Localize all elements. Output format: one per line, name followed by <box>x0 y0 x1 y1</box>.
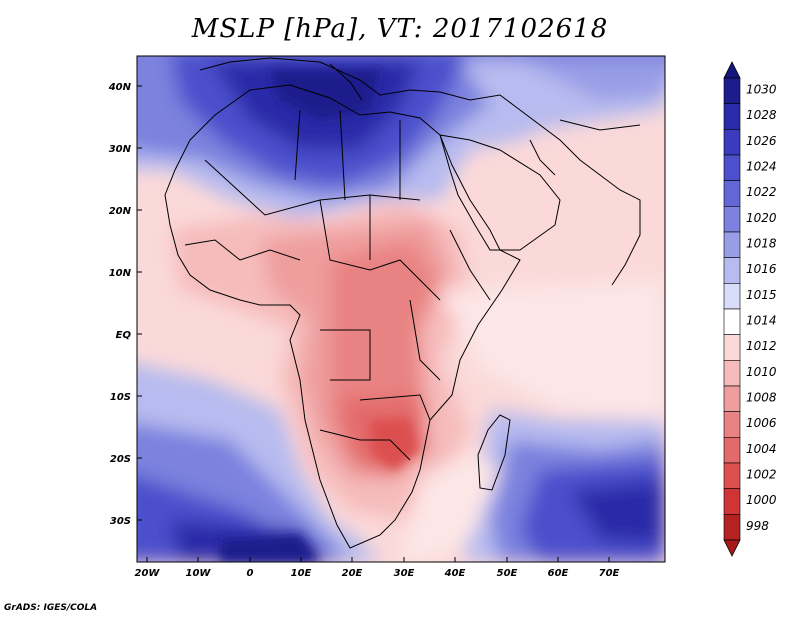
colorbar-label: 1014 <box>746 314 777 328</box>
colorbar-swatch <box>723 308 741 335</box>
map-title: MSLP [hPa], VT: 2017102618 <box>191 14 609 44</box>
colorbar-swatch <box>723 154 741 181</box>
lat-label: 10S <box>110 392 131 403</box>
lat-label: 30S <box>110 516 131 527</box>
plot-frame <box>136 55 666 563</box>
colorbar-swatch <box>723 283 741 310</box>
colorbar-swatch <box>723 129 741 156</box>
coastlines <box>164 57 641 549</box>
lon-label: 20W <box>135 568 161 579</box>
lon-label: 0 <box>247 568 254 579</box>
lon-label: 40E <box>444 568 466 579</box>
colorbar-label: 1024 <box>746 160 777 174</box>
lat-label: EQ <box>116 330 132 341</box>
lon-label: 10E <box>291 568 312 579</box>
colorbar-label: 1018 <box>746 237 777 251</box>
colorbar-label: 1000 <box>746 493 777 507</box>
colorbar-swatch <box>723 488 741 515</box>
colorbar-swatch <box>723 231 741 258</box>
lat-label: 40N <box>108 82 132 93</box>
colorbar-swatch <box>723 206 741 233</box>
colorbar-label: 1020 <box>746 211 777 225</box>
colorbar-label: 1010 <box>746 365 777 379</box>
lat-label: 30N <box>109 144 132 155</box>
colorbar-swatch <box>723 257 741 284</box>
colorbar-swatch <box>723 437 741 464</box>
lat-labels: 40N 30N 20N 10N EQ 10S 20S 30S <box>108 82 132 527</box>
colorbar-swatch <box>723 385 741 412</box>
lat-label: 20S <box>110 454 131 465</box>
lon-label: 10W <box>186 568 212 579</box>
colorbar-label: 998 <box>746 519 769 533</box>
credit-text: GrADS: IGES/COLA <box>4 603 98 613</box>
colorbar-label: 1008 <box>746 391 777 405</box>
colorbar-swatch <box>723 180 741 207</box>
lon-label: 60E <box>548 568 569 579</box>
lon-label: 70E <box>599 568 620 579</box>
colorbar-label: 1015 <box>746 288 777 302</box>
lon-label: 20E <box>342 568 363 579</box>
colorbar-swatch <box>723 334 741 361</box>
colorbar-swatch <box>723 462 741 489</box>
colorbar-label: 1012 <box>746 339 777 353</box>
colorbar-label: 1004 <box>746 442 777 456</box>
tick-marks <box>137 85 610 562</box>
colorbar-swatch <box>723 411 741 438</box>
colorbar-label: 1016 <box>746 262 777 276</box>
pressure-field <box>137 56 665 562</box>
colorbar-label: 1030 <box>746 83 777 97</box>
colorbar-swatch <box>723 514 741 541</box>
colorbar-min-arrow <box>723 539 741 557</box>
colorbar: 1030 1028 1026 1024 1022 1020 1018 1016 1015 1014… <box>723 61 777 557</box>
colorbar-label: 1026 <box>746 134 777 148</box>
lon-label: 50E <box>497 568 518 579</box>
colorbar-label: 1022 <box>746 185 777 199</box>
colorbar-label: 1028 <box>746 108 777 122</box>
lon-labels: 20W 10W 0 10E 20E 30E 40E 50E 60E 70E <box>135 568 620 579</box>
colorbar-max-arrow <box>723 61 741 79</box>
colorbar-label: 1006 <box>746 416 777 430</box>
colorbar-swatch <box>723 360 741 387</box>
lat-label: 20N <box>109 206 132 217</box>
lon-label: 30E <box>394 568 415 579</box>
colorbar-swatch <box>723 103 741 130</box>
colorbar-swatch <box>723 77 741 104</box>
colorbar-label: 1002 <box>746 468 777 482</box>
lat-label: 10N <box>109 268 132 279</box>
